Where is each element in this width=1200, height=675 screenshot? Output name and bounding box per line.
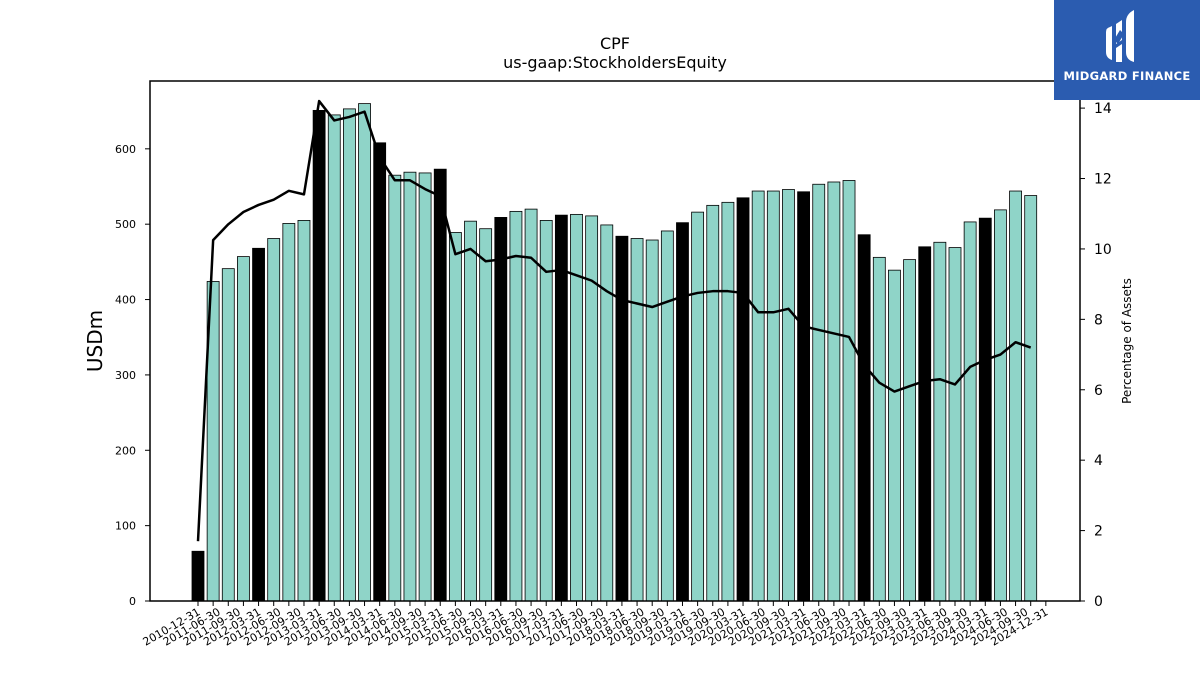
bar-2018-09-30: [660, 230, 674, 602]
bar-2016-03-31: [509, 210, 523, 602]
bar-2022-09-30: [903, 259, 916, 602]
bar-2010-12-31: [191, 550, 205, 602]
bar-2012-03-31: [267, 238, 281, 602]
bar-2023-12-31: [978, 217, 992, 602]
bar-2015-09-30: [479, 228, 493, 602]
bar-2024-06-30: [1009, 190, 1022, 602]
bar-2021-12-31: [857, 234, 871, 602]
bar-2017-06-30: [585, 215, 599, 602]
bar-2014-12-31: [433, 168, 447, 602]
y2-tick-label: 0: [1094, 594, 1103, 610]
bar-2012-12-31: [312, 109, 326, 602]
y-tick-label: 600: [115, 143, 136, 156]
logo-mark-icon: [1106, 10, 1134, 62]
bar-2011-12-31: [252, 247, 265, 602]
y2-tick-label: 12: [1094, 172, 1112, 188]
y2-tick-label: 14: [1094, 101, 1112, 117]
bar-2014-09-30: [418, 172, 432, 602]
y-tick-label: 200: [115, 444, 136, 457]
bar-2024-03-31: [994, 209, 1007, 602]
bar-2015-12-31: [494, 217, 508, 602]
bar-2013-12-31: [373, 142, 387, 602]
bar-2012-06-30: [282, 223, 296, 602]
y2-tick-label: 10: [1094, 242, 1112, 258]
bar-2020-12-31: [797, 191, 810, 602]
bar-2012-09-30: [297, 220, 311, 602]
y2-tick-label: 6: [1094, 383, 1103, 399]
bar-2021-09-30: [842, 180, 856, 602]
bar-2014-06-30: [403, 171, 417, 602]
line-series: [196, 99, 1032, 542]
bar-2017-03-31: [570, 213, 583, 602]
bar-2022-06-30: [888, 269, 901, 602]
axes: 0100200300400500600024681012142010-12-31…: [115, 80, 1112, 649]
percentage-line: [196, 99, 1032, 542]
y-tick-label: 100: [115, 520, 136, 533]
bar-2019-06-30: [706, 204, 720, 602]
logo-text: MIDGARD FINANCE: [1063, 69, 1191, 83]
bar-2017-09-30: [600, 224, 614, 602]
chart-title: CPF: [600, 34, 630, 53]
chart-subtitle: us-gaap:StockholdersEquity: [503, 53, 727, 72]
bar-2017-12-31: [615, 235, 629, 602]
bar-2020-06-30: [766, 190, 780, 602]
bar-2022-03-31: [872, 256, 886, 602]
bar-2023-03-31: [933, 241, 947, 602]
bar-2019-12-31: [736, 197, 750, 602]
bar-2018-03-31: [630, 238, 644, 602]
bar-2019-03-31: [691, 211, 705, 602]
brand-logo: MIDGARD FINANCE: [1054, 0, 1200, 100]
y2-tick-label: 4: [1094, 453, 1103, 469]
bar-2013-03-31: [327, 114, 341, 602]
bar-2018-06-30: [645, 239, 659, 602]
bar-2018-12-31: [676, 222, 689, 602]
bar-2020-09-30: [782, 189, 795, 602]
bar-2023-09-30: [963, 221, 977, 602]
bar-2011-06-30: [221, 268, 235, 602]
bar-2015-03-31: [448, 232, 462, 602]
plot-frame: [149, 80, 1081, 602]
y2-tick-label: 2: [1094, 524, 1103, 540]
bar-2015-06-30: [464, 220, 477, 602]
bar-2011-09-30: [237, 256, 250, 602]
bar-2021-06-30: [827, 181, 841, 602]
y2-axis-label: Percentage of Assets: [1120, 278, 1134, 404]
bar-2021-03-31: [812, 183, 826, 602]
y-tick-label: 0: [129, 595, 136, 608]
bar-2016-09-30: [539, 220, 553, 602]
bar-2013-09-30: [358, 103, 371, 602]
bar-2016-12-31: [554, 214, 568, 602]
y-axis-label: USDm: [83, 310, 107, 372]
y-tick-label: 500: [115, 218, 136, 231]
bar-2022-12-31: [918, 246, 932, 602]
y2-tick-label: 8: [1094, 312, 1103, 328]
bar-2023-06-30: [948, 247, 962, 602]
bar-2024-09-30: [1024, 195, 1038, 602]
bar-2014-03-31: [388, 174, 402, 602]
bar-series: [191, 103, 1038, 602]
bar-2020-03-31: [751, 190, 765, 602]
bar-2016-06-30: [524, 208, 538, 602]
bar-2013-06-30: [342, 108, 356, 602]
y-tick-label: 400: [115, 294, 136, 307]
y-tick-label: 300: [115, 369, 136, 382]
bar-2019-09-30: [721, 201, 735, 602]
